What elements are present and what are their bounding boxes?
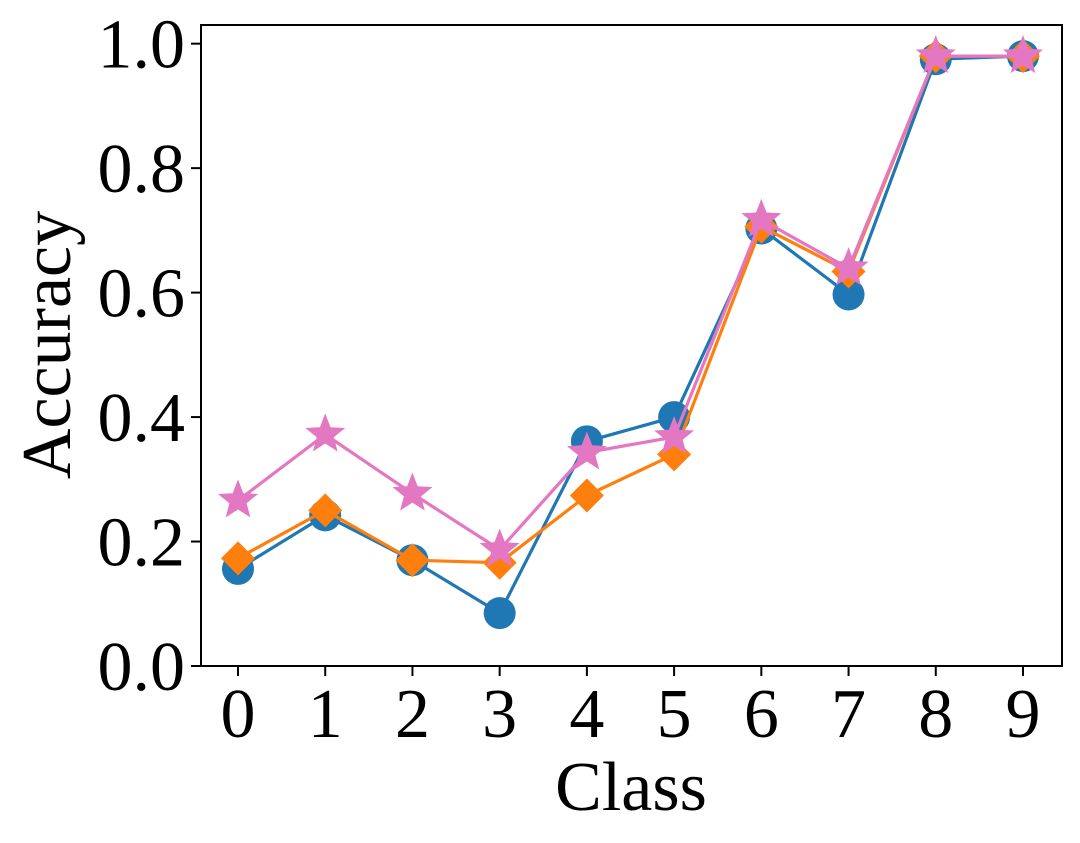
y-tick-label: 0.2 xyxy=(98,505,186,582)
y-tick-label: 0.0 xyxy=(98,629,186,706)
series-circle xyxy=(222,40,1039,630)
y-tick-label: 0.4 xyxy=(98,380,186,457)
x-tick-label: 9 xyxy=(1006,676,1041,753)
y-tick-label: 1.0 xyxy=(98,7,186,84)
x-tick-label: 8 xyxy=(918,676,953,753)
y-tick-label: 0.8 xyxy=(98,131,186,208)
data-point-circle xyxy=(483,597,516,630)
x-axis-title: Class xyxy=(555,749,707,826)
data-point-star xyxy=(915,35,956,74)
x-tick-label: 4 xyxy=(569,676,604,753)
plot-frame xyxy=(200,24,1063,667)
data-point-star xyxy=(741,198,782,237)
y-tick-label: 0.6 xyxy=(98,256,186,333)
data-point-diamond xyxy=(395,543,430,578)
series-line xyxy=(237,54,1023,552)
x-tick-label: 3 xyxy=(482,676,517,753)
series-star xyxy=(218,35,1043,567)
x-tick-label: 6 xyxy=(744,676,779,753)
data-point-star xyxy=(218,479,258,518)
y-axis: 0.0 0.2 0.4 0.6 0.8 1.0 xyxy=(98,7,201,706)
x-tick-label: 5 xyxy=(657,676,692,753)
series-line xyxy=(237,54,1024,615)
y-axis-title: Accuracy xyxy=(9,211,86,479)
data-point-star xyxy=(1003,35,1043,74)
data-point-star xyxy=(479,528,520,567)
data-point-diamond xyxy=(569,478,604,513)
data-point-diamond xyxy=(308,493,343,528)
data-point-star xyxy=(392,472,433,511)
data-point-star xyxy=(654,416,695,454)
x-tick-label: 2 xyxy=(395,676,430,753)
data-point-star xyxy=(566,431,607,470)
x-tick-label: 7 xyxy=(831,676,866,753)
x-tick-label: 0 xyxy=(221,676,256,753)
data-point-star xyxy=(305,413,346,452)
data-point-star xyxy=(828,247,869,286)
data-point-diamond xyxy=(221,541,255,576)
x-tick-label: 1 xyxy=(308,676,343,753)
series-layer xyxy=(218,35,1043,630)
series-diamond xyxy=(221,39,1040,580)
data-point-circle xyxy=(832,278,865,311)
